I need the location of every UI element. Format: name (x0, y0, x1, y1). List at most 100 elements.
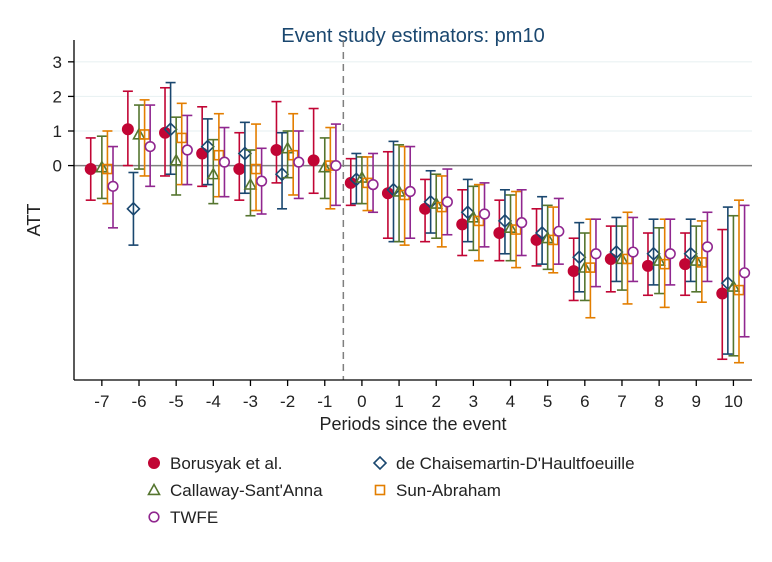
data-point (720, 276, 735, 291)
data-point (547, 234, 559, 246)
data-point (233, 163, 246, 176)
data-point (181, 144, 193, 156)
data-point (441, 196, 453, 208)
data-point (609, 244, 624, 260)
data-point (585, 262, 596, 273)
legend-item: Callaway-Sant'Anna (147, 481, 323, 500)
x-tick-label: -6 (131, 392, 146, 411)
data-point (349, 172, 364, 187)
data-point (163, 122, 178, 137)
x-tick-label: -1 (317, 392, 332, 411)
y-axis-title: ATT (24, 204, 44, 237)
data-point (516, 217, 528, 229)
x-tick-label: 1 (394, 392, 403, 411)
data-point (590, 248, 602, 260)
legend-item: de Chaisemartin-D'Haultfoeuille (372, 454, 635, 473)
x-tick-label: -4 (206, 392, 221, 411)
legend-label: Callaway-Sant'Anna (170, 481, 323, 500)
data-point (478, 208, 491, 220)
legend-marker (374, 484, 386, 496)
series-twfe (107, 104, 751, 338)
data-point (622, 253, 633, 265)
data-point (256, 175, 268, 187)
data-point (460, 205, 475, 220)
data-point (206, 167, 221, 180)
x-tick-label: 4 (506, 392, 515, 411)
data-point (456, 218, 469, 231)
y-tick-label: 2 (53, 87, 62, 106)
data-point (503, 220, 518, 234)
data-point (307, 154, 320, 167)
data-point (243, 177, 258, 190)
data-point (716, 287, 729, 300)
data-point (293, 156, 305, 168)
x-tick-label: 8 (654, 392, 663, 411)
legend-label: de Chaisemartin-D'Haultfoeuille (396, 454, 635, 473)
data-point (126, 201, 141, 216)
data-point (615, 251, 629, 265)
data-point (107, 180, 119, 192)
data-point (330, 159, 342, 172)
data-point (540, 231, 555, 244)
data-point (701, 241, 714, 253)
legend: Borusyak et al. de Chaisemartin-D'Haultfo… (147, 454, 635, 527)
legend-item: Sun-Abraham (374, 481, 501, 500)
data-point (641, 259, 654, 272)
data-point (121, 123, 134, 136)
data-point (510, 224, 522, 235)
data-point (473, 215, 485, 227)
legend-marker (148, 457, 160, 469)
data-point (646, 246, 661, 261)
data-point (659, 258, 670, 270)
legend-label: Sun-Abraham (396, 481, 501, 500)
data-point (664, 248, 676, 260)
x-tick-label: 2 (431, 392, 440, 411)
x-tick-label: 3 (469, 392, 478, 411)
data-point (577, 260, 592, 273)
data-point (218, 156, 231, 168)
data-point (679, 258, 692, 271)
data-point (534, 225, 550, 241)
x-tick-label: -5 (169, 392, 184, 411)
data-point (572, 250, 587, 265)
data-point (367, 179, 379, 191)
legend-label: Borusyak et al. (170, 454, 282, 473)
x-tick-label: 6 (580, 392, 589, 411)
y-tick-label: 1 (53, 122, 62, 141)
series-de-chaisemartin-d-haultfoeuille (126, 81, 735, 355)
x-tick-label: -2 (280, 392, 295, 411)
y-tick-label: 0 (53, 157, 62, 176)
data-point (132, 127, 146, 140)
data-point (733, 284, 745, 296)
data-point (287, 149, 299, 161)
data-point (176, 132, 188, 144)
data-point (689, 253, 704, 266)
legend-label: TWFE (170, 508, 218, 527)
data-point (169, 153, 184, 166)
x-tick-label: 0 (357, 392, 366, 411)
legend-marker (148, 511, 160, 523)
x-axis-title: Periods since the event (319, 414, 506, 434)
series-sun-abraham (102, 99, 745, 364)
data-point (567, 265, 580, 278)
data-point (738, 267, 751, 279)
data-point (144, 140, 156, 153)
data-point (213, 149, 225, 161)
data-point (280, 141, 295, 154)
data-point (139, 129, 150, 140)
data-point (200, 139, 215, 154)
x-tick-label: -7 (94, 392, 109, 411)
x-tick-label: 7 (617, 392, 626, 411)
chart-title: Event study estimators: pm10 (281, 25, 544, 47)
series-borusyak-et-al- (84, 86, 729, 361)
data-point (102, 163, 113, 175)
data-point (497, 213, 513, 229)
data-point (270, 144, 283, 157)
x-tick-label: -3 (243, 392, 258, 411)
data-point (355, 170, 369, 183)
data-point (84, 163, 97, 176)
data-point (553, 225, 565, 237)
data-point (274, 167, 290, 182)
